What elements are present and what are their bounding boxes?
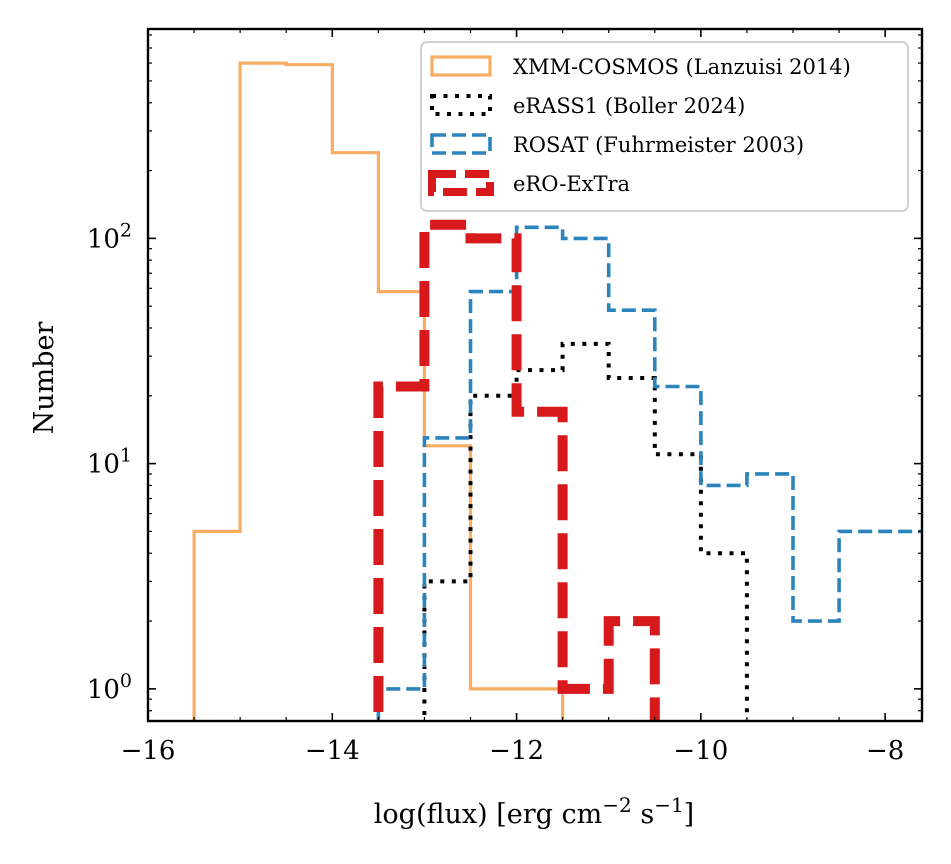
- series-3-histogram-step: [373, 219, 660, 721]
- ticks-layer: −16 −14 −12 −10 −8 100 101 102: [87, 29, 922, 766]
- legend-label-0: XMM-COSMOS (Lanzuisi 2014): [513, 55, 851, 79]
- x-tick-label: −14: [305, 736, 360, 766]
- x-axis-label-mid: s: [632, 799, 654, 830]
- x-axis-label-base: log(flux) [erg cm: [374, 799, 602, 830]
- y-tick-label: 101: [87, 445, 132, 480]
- x-axis-label-exp2: −1: [654, 793, 683, 817]
- x-axis-label-exp1: −2: [602, 793, 631, 817]
- x-axis-label: log(flux) [erg cm−2 s−1]: [374, 793, 694, 830]
- plot-frame: [146, 27, 924, 723]
- x-tick-label: −8: [866, 736, 904, 766]
- series-1-histogram-step: [422, 341, 749, 721]
- x-axis-label-end: ]: [684, 799, 695, 830]
- legend-swatch-1: [430, 94, 492, 116]
- y-axis-label: Number: [29, 322, 60, 435]
- legend-swatch-0: [430, 55, 492, 77]
- x-tick-label: −10: [673, 736, 728, 766]
- series-0-histogram-step: [192, 61, 565, 721]
- y-tick-label: 100: [87, 670, 132, 705]
- legend-swatch-2: [430, 133, 492, 155]
- legend-label-3: eRO-ExTra: [513, 172, 630, 196]
- series-layer: [192, 61, 922, 721]
- legend: XMM-COSMOS (Lanzuisi 2014) eRASS1 (Boller…: [420, 41, 909, 212]
- legend-label-2: ROSAT (Fuhrmeister 2003): [513, 133, 804, 157]
- y-tick-label: 102: [87, 219, 132, 254]
- series-2-histogram-step: [376, 225, 922, 721]
- x-tick-label: −16: [121, 736, 176, 766]
- x-tick-label: −12: [489, 736, 544, 766]
- legend-label-1: eRASS1 (Boller 2024): [513, 94, 745, 118]
- legend-swatch-3: [428, 170, 494, 196]
- legend-box: [420, 41, 909, 212]
